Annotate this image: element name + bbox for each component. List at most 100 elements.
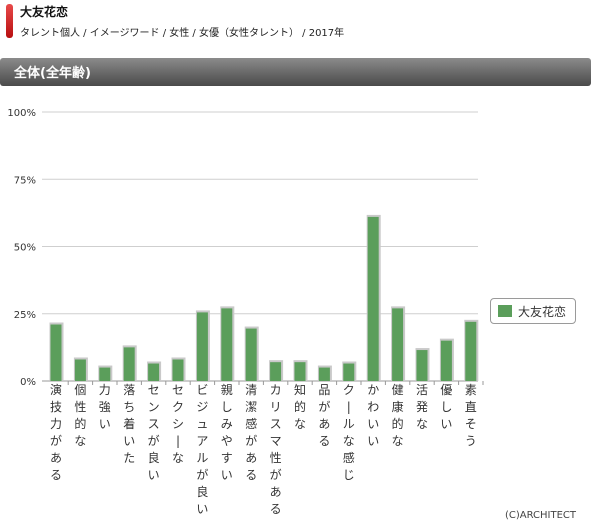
bar xyxy=(74,359,86,381)
x-tick-label-char: う xyxy=(465,434,477,448)
x-tick-label-char: 落 xyxy=(123,383,135,397)
x-tick-label-char: る xyxy=(318,434,330,448)
x-tick-label-char: シ xyxy=(172,417,184,431)
x-tick-label-char: や xyxy=(221,434,233,448)
x-tick-label-char: 力 xyxy=(50,417,62,431)
x-tick-label-char: 技 xyxy=(50,400,62,414)
x-tick-label-char: カ xyxy=(270,383,282,397)
y-tick-label: 100% xyxy=(7,108,36,119)
legend-label: 大友花恋 xyxy=(518,305,567,319)
x-tick-label-char: い xyxy=(367,434,379,448)
x-tick-label-char: ュ xyxy=(196,417,208,431)
y-tick-label: 75% xyxy=(14,175,36,186)
bar xyxy=(221,308,233,381)
bar xyxy=(367,216,379,381)
x-tick-label-char: な xyxy=(416,417,428,431)
x-tick-label-char: 個 xyxy=(74,383,86,397)
x-tick-label-char: ン xyxy=(148,400,160,414)
x-tick-label-char: が xyxy=(50,433,62,448)
x-tick-label-char: 性 xyxy=(74,400,86,414)
chart-legend: 大友花恋 xyxy=(490,298,576,324)
y-tick-label: 0% xyxy=(20,377,36,388)
x-tick-label-char: 品 xyxy=(318,383,330,397)
x-tick-label-char: 感 xyxy=(343,450,355,465)
x-tick-label-char: が xyxy=(148,433,160,448)
bar xyxy=(196,312,208,381)
x-tick-label-char: し xyxy=(221,400,233,414)
x-tick-label-char: ル xyxy=(343,417,355,431)
bar xyxy=(416,350,428,381)
x-tick-label-char: ち xyxy=(123,400,135,414)
x-tick-label-char: い xyxy=(148,468,160,482)
legend-swatch xyxy=(498,305,512,317)
x-tick-label-char: わ xyxy=(367,400,379,414)
x-tick-label-char: 演 xyxy=(50,382,62,397)
x-tick-label-char: い xyxy=(221,468,233,482)
bar xyxy=(172,359,184,381)
x-tick-label-char: マ xyxy=(270,434,282,448)
x-tick-label-char: ス xyxy=(148,417,160,431)
x-tick-label-char: ク xyxy=(172,400,184,414)
x-tick-label-char: な xyxy=(294,417,306,431)
bar xyxy=(392,308,404,381)
bar xyxy=(99,367,111,381)
x-tick-label-char: か xyxy=(367,383,379,397)
x-tick-label-char: が xyxy=(318,399,330,414)
x-tick-label-char: い xyxy=(123,434,135,448)
x-tick-label-char: リ xyxy=(270,400,282,414)
x-tick-label-char: じ xyxy=(343,468,355,482)
x-tick-label-char: 発 xyxy=(416,400,428,414)
x-tick-label-char: ジ xyxy=(196,400,208,414)
x-tick-label-char: る xyxy=(270,502,282,516)
breadcrumb: タレント個人 / イメージワード / 女性 / 女優（女性タレント） / 201… xyxy=(20,28,345,39)
x-tick-label-char: 的 xyxy=(294,399,306,414)
x-tick-label-char: し xyxy=(440,400,452,414)
bar xyxy=(294,362,306,381)
x-tick-label-char: 性 xyxy=(270,451,282,465)
x-tick-label-char: い xyxy=(440,417,452,431)
x-tick-label-char: が xyxy=(245,433,257,448)
x-tick-label-char: い xyxy=(367,417,379,431)
x-tick-label-char: 的 xyxy=(392,416,404,431)
x-tick-label-char: る xyxy=(245,468,257,482)
x-tick-label-char: ア xyxy=(196,434,208,448)
x-tick-label-char: な xyxy=(392,434,404,448)
bar xyxy=(50,324,62,381)
x-tick-label-char: み xyxy=(221,417,233,431)
section-header: 全体(全年齢) xyxy=(0,58,591,86)
x-tick-label-char: る xyxy=(50,468,62,482)
x-tick-label-char: い xyxy=(99,417,111,431)
x-tick-label-char: あ xyxy=(50,451,62,465)
x-tick-label-char: 的 xyxy=(74,416,86,431)
talent-name: 大友花恋 xyxy=(20,5,69,19)
x-tick-label-char: な xyxy=(343,434,355,448)
x-tick-label-char: 良 xyxy=(148,450,160,465)
x-tick-label-char: ク xyxy=(343,383,355,397)
x-tick-label-char: ビ xyxy=(196,383,208,397)
x-tick-label-char: す xyxy=(221,451,233,465)
x-tick-label-char: 潔 xyxy=(245,400,257,414)
x-tick-label-char: 親 xyxy=(221,383,233,397)
y-tick-label: 25% xyxy=(14,310,36,321)
x-tick-label-char: な xyxy=(74,434,86,448)
x-tick-label-char: 直 xyxy=(465,400,477,414)
title-accent-bar xyxy=(6,4,13,38)
x-tick-label-char: ル xyxy=(196,451,208,465)
bar xyxy=(343,363,355,381)
x-tick-label-char: 優 xyxy=(440,383,452,397)
x-tick-label-char: あ xyxy=(245,451,257,465)
bar xyxy=(465,321,477,381)
x-tick-label-char: 強 xyxy=(99,400,111,414)
x-tick-label-char: そ xyxy=(465,417,477,431)
x-tick-label-char: 力 xyxy=(99,383,111,397)
y-tick-label: 50% xyxy=(14,243,36,254)
x-tick-label-char: あ xyxy=(318,417,330,431)
x-tick-label-char: | xyxy=(176,434,180,448)
bar xyxy=(440,340,452,381)
x-tick-label-char: な xyxy=(172,451,184,465)
x-tick-label-char: が xyxy=(196,467,208,482)
bar xyxy=(148,363,160,381)
x-tick-label-char: が xyxy=(270,467,282,482)
x-tick-label-char: セ xyxy=(172,383,184,397)
